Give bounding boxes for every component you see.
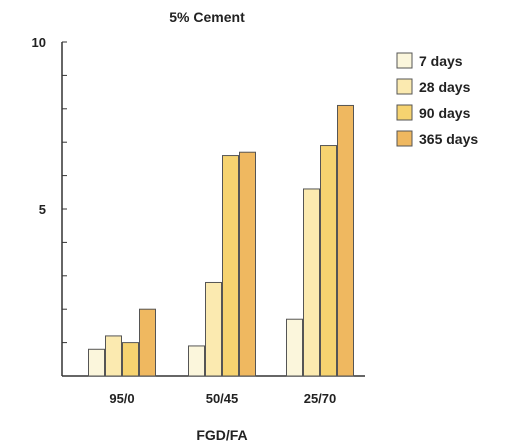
x-tick-labels: 95/0 50/45 25/70 (109, 391, 336, 406)
y-ticks: 5 10 (32, 35, 67, 377)
x-axis-label: FGD/FA (196, 427, 247, 443)
x-tick-label: 25/70 (304, 391, 337, 406)
bar-50-45-365-days (239, 151, 256, 377)
bar-95-0-90-days (122, 342, 139, 377)
bar-50-45-90-days (222, 155, 239, 377)
bar-50-45-28-days (205, 281, 222, 377)
legend-swatch (396, 52, 413, 69)
x-tick-label: 95/0 (109, 391, 134, 406)
y-tick-label: 5 (39, 202, 46, 217)
legend: 7 days 28 days 90 days 365 days (396, 52, 478, 147)
bar-25-70-90-days (320, 145, 337, 377)
bar-95-0-28-days (105, 335, 122, 377)
x-tick-label: 50/45 (206, 391, 239, 406)
bars (88, 104, 354, 377)
legend-label: 90 days (419, 105, 471, 121)
y-tick-label: 10 (32, 35, 46, 50)
legend-label: 365 days (419, 131, 478, 147)
bar-25-70-28-days (303, 188, 320, 377)
bar-95-0-365-days (139, 308, 156, 377)
legend-label: 7 days (419, 53, 463, 69)
bar-25-70-365-days (337, 104, 354, 377)
chart-title: 5% Cement (169, 9, 245, 25)
legend-swatch (396, 78, 413, 95)
legend-swatch (396, 130, 413, 147)
bar-25-70-7-days (286, 318, 303, 377)
legend-label: 28 days (419, 79, 471, 95)
legend-swatch (396, 104, 413, 121)
bar-50-45-7-days (188, 345, 205, 377)
bar-95-0-7-days (88, 348, 105, 377)
